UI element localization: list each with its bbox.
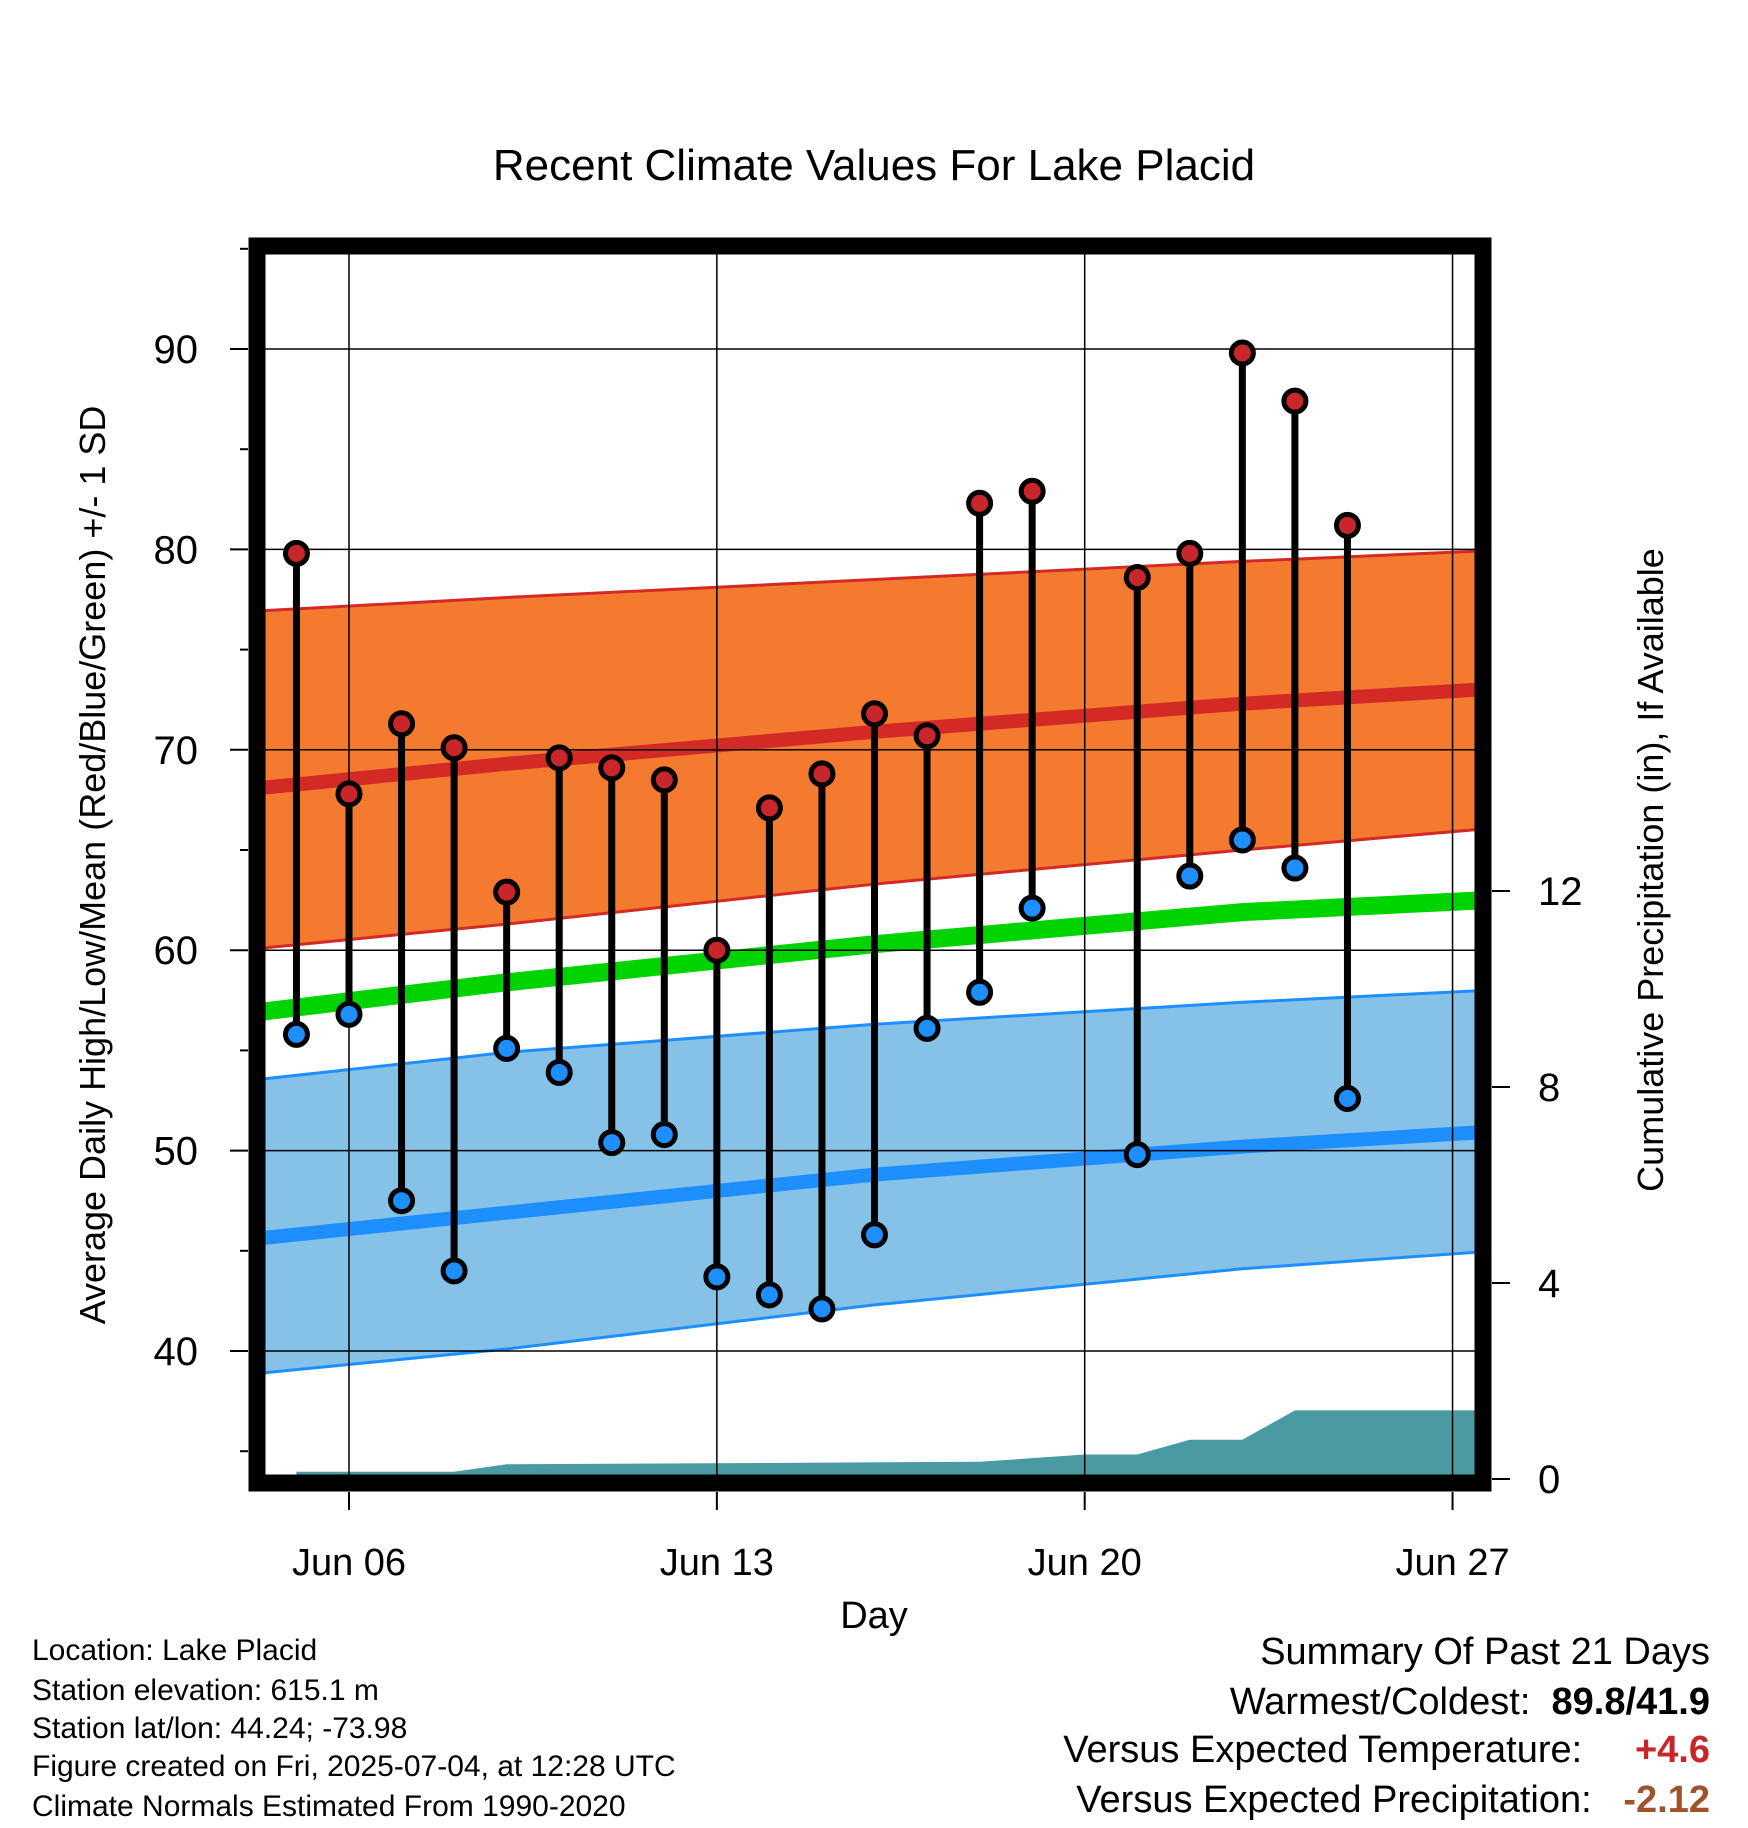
y-tick-label: 70 (154, 729, 199, 773)
high-temp-point (1176, 539, 1204, 567)
high-temp-point (1228, 339, 1256, 367)
high-temp-point (966, 489, 994, 517)
y-tick-label: 40 (154, 1330, 199, 1374)
figure-created: Figure created on Fri, 2025-07-04, at 12… (32, 1750, 676, 1783)
high-temp-point (545, 744, 573, 772)
y-tick-label: 80 (154, 528, 199, 572)
high-temp-point (335, 780, 363, 808)
low-temp-point (1333, 1084, 1361, 1112)
low-temp-point (1123, 1141, 1151, 1169)
low-temp-point (335, 1000, 363, 1028)
high-temp-point (1333, 511, 1361, 539)
high-temp-point (282, 539, 310, 567)
temp-value: +4.6 (1634, 1729, 1710, 1771)
station-elevation: Station elevation: 615.1 m (32, 1674, 379, 1707)
low-temp-point (650, 1121, 678, 1149)
station-location: Location: Lake Placid (32, 1634, 318, 1667)
low-sd-band (262, 989, 1478, 1375)
high-temp-point (1123, 563, 1151, 591)
plot-area: 1 SD:±6.5°FAvg:74.1°F1 SD:±6.6°FAvg:51.9… (154, 237, 1583, 1584)
low-temp-point (966, 978, 994, 1006)
y2-axis-label: Cumulative Precipitation (in), If Availa… (1630, 548, 1671, 1192)
plot-content: 1 SD:±6.5°FAvg:74.1°F1 SD:±6.6°FAvg:51.9… (262, 251, 1478, 1478)
high-temp-point (755, 794, 783, 822)
precip-value: -2.12 (1623, 1779, 1710, 1821)
high-temp-point (913, 722, 941, 750)
precipitation-area (296, 1410, 1478, 1478)
x-tick-label: Jun 13 (660, 1542, 774, 1584)
y-tick-label: 60 (154, 929, 199, 973)
high-temp-point (598, 754, 626, 782)
summary-temp: Versus Expected Temperature: +4.6 (1063, 1730, 1710, 1770)
summary-precip: Versus Expected Precipitation: -2.12 (1076, 1780, 1710, 1820)
low-temp-point (440, 1257, 468, 1285)
y2-tick-label: 12 (1538, 870, 1583, 914)
low-temp-point (861, 1221, 888, 1249)
y-tick-label: 50 (154, 1130, 199, 1174)
plot-frame (248, 237, 1492, 1492)
y-axis-label: Average Daily High/Low/Mean (Red/Blue/Gr… (72, 406, 113, 1325)
low-temp-point (1228, 826, 1256, 854)
low-temp-point (388, 1187, 416, 1215)
summary-warm-cold: Warmest/Coldest: 89.8/41.9 (1230, 1682, 1710, 1722)
low-mean-line (262, 1125, 1478, 1246)
low-temp-point (703, 1263, 731, 1291)
high-temp-point (808, 760, 836, 788)
low-temp-point (598, 1129, 626, 1157)
low-temp-point (755, 1281, 783, 1309)
y2-tick-label: 4 (1538, 1262, 1560, 1306)
chart-title: Recent Climate Values For Lake Placid (493, 141, 1255, 190)
low-temp-point (1018, 894, 1046, 922)
low-temp-point (1176, 862, 1204, 890)
high-temp-point (440, 734, 468, 762)
high-temp-point (650, 766, 678, 794)
high-temp-point (861, 700, 888, 728)
x-tick-label: Jun 20 (1028, 1542, 1142, 1584)
summary-heading: Summary Of Past 21 Days (1260, 1631, 1710, 1673)
low-temp-point (1281, 854, 1309, 882)
y2-tick-label: 8 (1538, 1066, 1560, 1110)
low-temp-point (493, 1034, 521, 1062)
high-temp-point (388, 710, 416, 738)
x-tick-label: Jun 27 (1396, 1542, 1510, 1584)
high-temp-point (1018, 477, 1046, 505)
y-tick-label: 90 (154, 328, 199, 372)
high-temp-point (703, 936, 731, 964)
climate-normals-note: Climate Normals Estimated From 1990-2020 (32, 1790, 626, 1823)
low-temp-point (282, 1020, 310, 1048)
precip-label: Versus Expected Precipitation: (1076, 1779, 1592, 1821)
low-temp-point (913, 1014, 941, 1042)
temp-label: Versus Expected Temperature: (1063, 1729, 1583, 1771)
low-temp-point (545, 1058, 573, 1086)
high-temp-point (1281, 387, 1309, 415)
high-temp-point (493, 878, 521, 906)
high-sd-band (262, 549, 1478, 950)
x-tick-label: Jun 06 (292, 1542, 406, 1584)
x-axis-label: Day (840, 1595, 908, 1637)
low-temp-point (808, 1295, 836, 1323)
station-latlon: Station lat/lon: 44.24; -73.98 (32, 1712, 408, 1745)
y2-tick-label: 0 (1538, 1458, 1560, 1502)
warm-cold-label: Warmest/Coldest: (1229, 1681, 1531, 1723)
mean-line (262, 891, 1478, 1021)
warm-cold-value: 89.8/41.9 (1551, 1681, 1710, 1723)
